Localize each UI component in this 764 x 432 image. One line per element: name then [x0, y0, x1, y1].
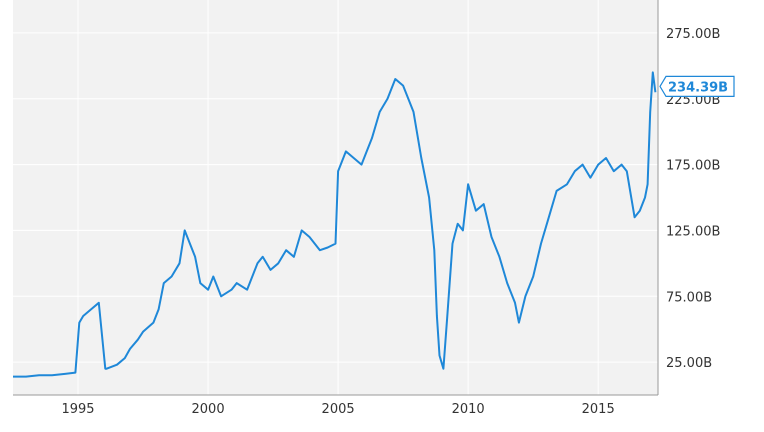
- plot-area: [13, 0, 658, 395]
- y-tick-label: 75.00B: [666, 290, 712, 305]
- series-line: [13, 71, 657, 378]
- x-tick-label: 2015: [582, 402, 615, 417]
- x-tick-label: 1995: [61, 402, 94, 417]
- last-value-callout: 234.39B: [659, 75, 735, 97]
- series-layer: [13, 71, 657, 378]
- x-tick-label: 2005: [322, 402, 355, 417]
- last-value-box: [659, 75, 735, 97]
- x-tick-label: 2000: [192, 402, 225, 417]
- tick-labels: 1995 2000 2005 2010 2015 25.00B 75.00B 125.00B 1…: [61, 27, 720, 417]
- x-tick-label: 2010: [452, 402, 485, 417]
- y-tick-label: 175.00B: [666, 159, 720, 174]
- y-tick-label: 25.00B: [666, 356, 712, 371]
- last-value-label: 234.39B: [668, 80, 728, 95]
- y-tick-label: 275.00B: [666, 27, 720, 42]
- y-tick-label: 125.00B: [666, 224, 720, 239]
- axes: [13, 0, 659, 396]
